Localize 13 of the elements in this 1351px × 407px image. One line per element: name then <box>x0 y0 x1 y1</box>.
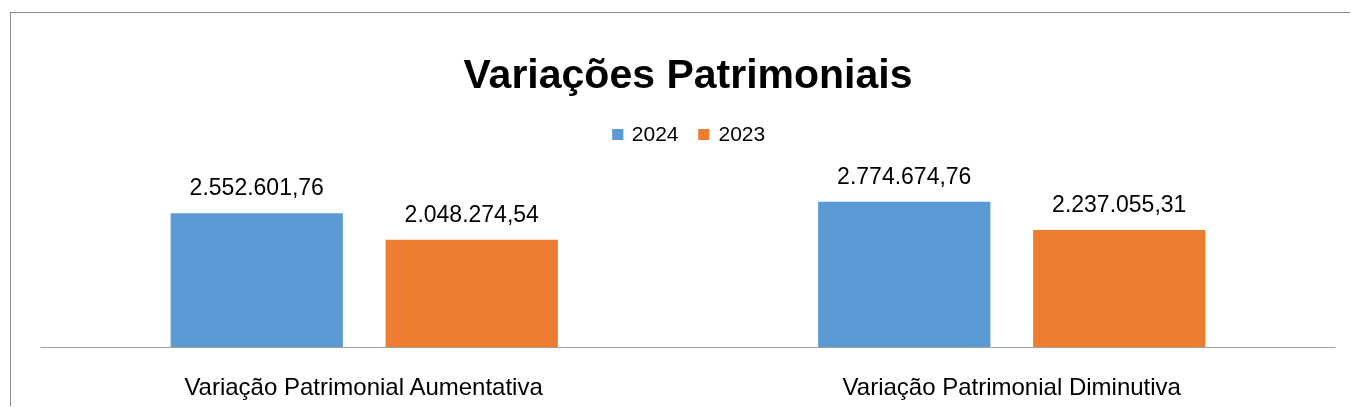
data-label: 2.237.055,31 <box>1052 190 1187 217</box>
legend-label: 2024 <box>631 122 679 146</box>
x-tick-label: Variação Patrimonial Aumentativa <box>184 372 544 400</box>
data-label: 2.048.274,54 <box>404 200 540 227</box>
data-label: 2.774.674,76 <box>837 162 972 189</box>
legend-label: 2023 <box>718 122 766 146</box>
bar <box>170 213 343 348</box>
bar <box>385 239 558 348</box>
bar <box>1033 229 1206 348</box>
bar <box>818 201 991 348</box>
data-label: 2.552.601,76 <box>189 174 324 201</box>
x-tick-label: Variação Patrimonial Diminutiva <box>842 372 1182 400</box>
chart-title: Variações Patrimoniais <box>463 50 913 97</box>
